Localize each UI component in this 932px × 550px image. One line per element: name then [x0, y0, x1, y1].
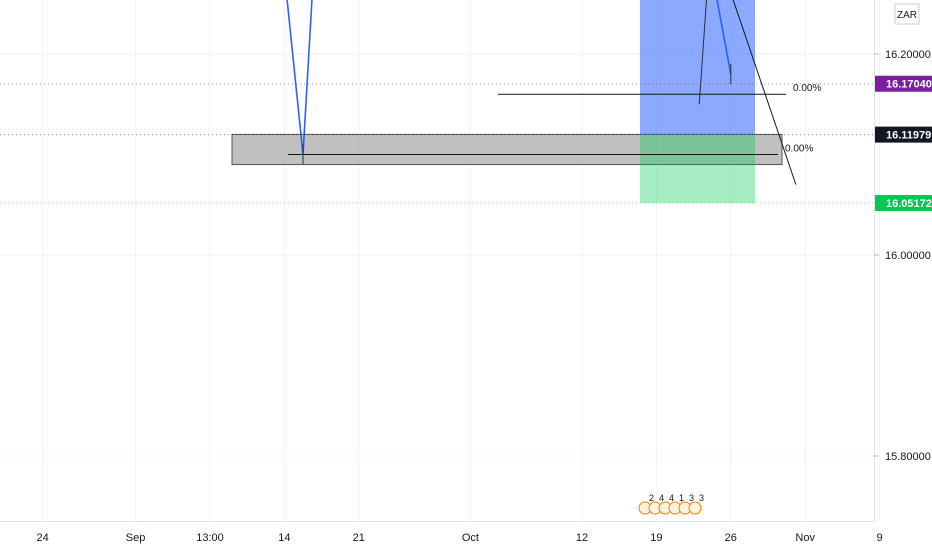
x-tick-label: 13:00 [196, 532, 224, 544]
x-tick-label: 12 [576, 532, 588, 544]
fib-level-label: 0.00% [793, 83, 821, 94]
event-flag[interactable] [688, 501, 702, 515]
price-tag-label: 16.05172 [886, 198, 932, 210]
event-count: 4 [659, 493, 664, 503]
y-tick-label: 16.00000 [885, 250, 931, 262]
price-tag-label: 16.17040 [886, 79, 932, 91]
event-count: 4 [669, 493, 674, 503]
x-tick-label: 14 [278, 532, 290, 544]
currency-label: ZAR [897, 10, 917, 21]
x-tick-label: Nov [795, 532, 815, 544]
x-tick-label: 21 [353, 532, 365, 544]
target-zone[interactable] [640, 0, 755, 135]
fibonacci-retracements[interactable]: 261.80%161.80%100.00%78.60%61.80%50.00%3… [288, 0, 833, 155]
price-tag [875, 195, 932, 212]
x-tick-label: 19 [650, 532, 662, 544]
grid [0, 0, 881, 521]
y-tick-label: 16.20000 [885, 49, 931, 61]
x-tick-label: 24 [36, 532, 48, 544]
price-tag [875, 126, 932, 143]
x-tick-label: 26 [725, 532, 737, 544]
x-tick-label: Oct [462, 532, 479, 544]
long-position-tool[interactable] [640, 0, 755, 204]
event-count: 2 [649, 493, 654, 503]
price-line [286, 0, 732, 155]
currency-badge[interactable] [894, 3, 920, 25]
y-tick-label: 15.80000 [885, 451, 931, 463]
price-tag [875, 75, 932, 92]
x-tick-label: 9 [877, 532, 883, 544]
stop-zone[interactable] [640, 134, 755, 204]
event-count: 1 [679, 493, 684, 503]
x-tick-label: Sep [126, 532, 146, 544]
price-tag-label: 16.11979 [886, 130, 931, 142]
price-series [286, 0, 732, 165]
support-zone[interactable] [231, 133, 783, 166]
fib-level-label: 0.00% [785, 144, 813, 155]
event-count: 3 [689, 493, 694, 503]
event-count: 3 [699, 493, 704, 503]
horizontal-zones[interactable] [20, 0, 855, 166]
